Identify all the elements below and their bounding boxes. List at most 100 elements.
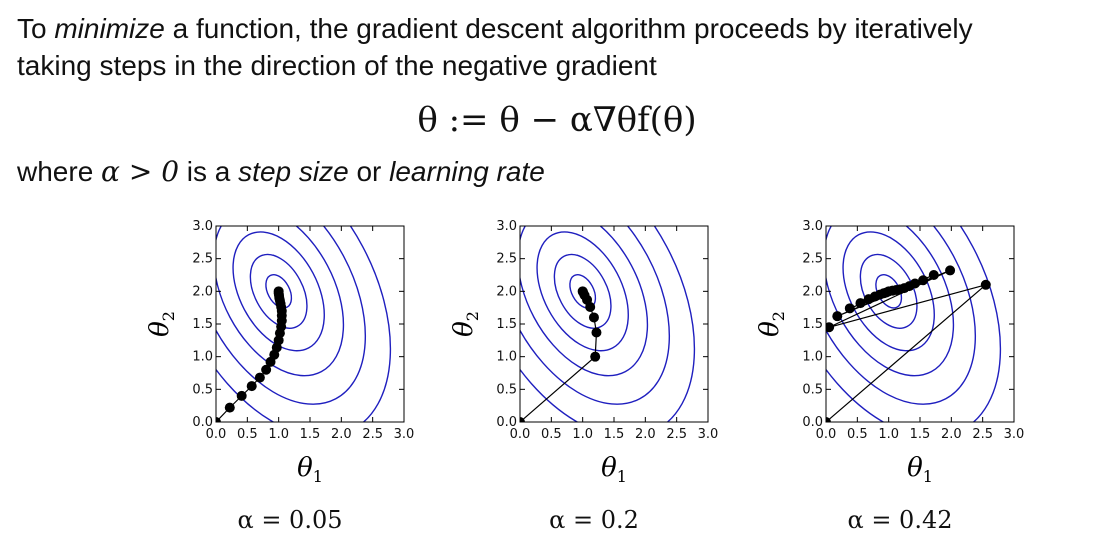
x-axis-label: θ1	[907, 453, 933, 486]
descent-point-5	[261, 364, 272, 375]
contour-plot-1: 0.0 0.5 1.0 1.5 2.0 2.5 3.0 0.0 0.5 1.0 1.5 2.0 2.5 3…	[145, 219, 415, 486]
emphasis-step-size: step size	[238, 156, 349, 187]
x-axis-label: θ1	[297, 453, 323, 486]
y-tick-label: 0.0	[802, 415, 823, 430]
plot-frame	[825, 225, 1015, 423]
descent-point-0	[520, 417, 525, 422]
x-tick-label: 1.0	[268, 427, 289, 442]
y-tick-label: 0.5	[802, 382, 823, 397]
x-tick-label: 0.0	[816, 427, 837, 442]
descent-point-0	[826, 417, 831, 422]
y-tick-label: 1.5	[192, 317, 213, 332]
y-tick-label: 2.0	[192, 284, 213, 299]
descent-point-3	[246, 381, 257, 392]
panel-alpha-0-05: 0.0 0.5 1.0 1.5 2.0 2.5 3.0 0.0 0.5 1.0 1.5 2.0 2.5 3…	[140, 214, 440, 541]
y-tick-label: 0.0	[496, 415, 517, 430]
descent-point-21	[273, 286, 284, 297]
contour-ellipse-1	[265, 274, 293, 309]
descent-point-2	[826, 322, 835, 333]
contour-ellipse-5	[826, 226, 977, 405]
panel-alpha-0-42: 0.0 0.5 1.0 1.5 2.0 2.5 3.0 0.0 0.5 1.0 1.5 2.0 2.5 3…	[750, 214, 1050, 541]
descent-point-4	[254, 372, 265, 383]
plot-frame	[519, 225, 709, 423]
y-tick-label: 0.0	[192, 415, 213, 430]
contour-ellipse-5	[520, 226, 671, 405]
contour-lines	[520, 226, 696, 422]
emphasis-minimize: minimize	[54, 13, 165, 44]
descent-path	[216, 286, 287, 422]
contour-plot-2: 0.0 0.5 1.0 1.5 2.0 2.5 3.0 0.0 0.5 1.0 1.5 2.0 2.5 3…	[449, 219, 719, 486]
descent-point-3	[945, 265, 956, 276]
y-tick-label: 1.5	[496, 317, 517, 332]
descent-point-5	[928, 270, 939, 280]
x-tick-label: 2.0	[941, 427, 962, 442]
contour-ellipse-3	[536, 231, 629, 352]
intro-text-pre: To	[17, 13, 55, 44]
contour-plot-3: 0.0 0.5 1.0 1.5 2.0 2.5 3.0 0.0 0.5 1.0 1.5 2.0 2.5 3…	[755, 219, 1024, 486]
descent-point-2	[236, 390, 247, 401]
contour-ellipse-6	[216, 226, 392, 422]
x-tick-label: 3.0	[394, 427, 415, 442]
y-tick-label: 0.5	[192, 382, 213, 397]
y-tick-label: 1.0	[496, 350, 517, 365]
descent-point-8	[855, 298, 866, 309]
y-tick-label: 2.5	[802, 252, 823, 267]
or-text: or	[348, 156, 390, 187]
contour-ellipse-5	[216, 226, 367, 405]
x-tick-label: 2.0	[635, 427, 656, 442]
where-text: where	[17, 156, 102, 187]
x-tick-label: 0.5	[237, 427, 258, 442]
y-tick-label: 2.5	[192, 252, 213, 267]
contour-ellipse-2	[249, 253, 308, 329]
x-tick-label: 2.5	[972, 427, 993, 442]
y-axis-label: θ2	[755, 311, 788, 337]
contour-ellipse-4	[520, 226, 649, 377]
descent-point-0	[216, 417, 221, 422]
descent-point-8	[577, 286, 588, 297]
intro-line-3: where α > 0 is a step size or learning r…	[17, 156, 545, 188]
x-tick-label: 1.0	[878, 427, 899, 442]
is-a-text: is a	[179, 156, 239, 187]
intro-line-2: taking steps in the direction of the neg…	[17, 50, 657, 81]
y-tick-label: 1.0	[192, 350, 213, 365]
y-tick-label: 2.0	[802, 284, 823, 299]
caption-alpha-2: α = 0.2	[549, 506, 639, 534]
descent-path	[826, 265, 991, 422]
descent-point-4	[832, 311, 843, 322]
descent-point-6	[844, 303, 855, 314]
x-tick-label: 0.0	[510, 427, 531, 442]
x-tick-label: 0.5	[541, 427, 562, 442]
intro-line-1: To minimize a function, the gradient des…	[17, 13, 973, 45]
y-tick-label: 2.5	[496, 252, 517, 267]
update-formula: θ := θ − α∇θf(θ)	[0, 100, 1114, 140]
descent-point-20	[883, 286, 894, 297]
y-tick-label: 1.5	[802, 317, 823, 332]
x-tick-label: 1.5	[910, 427, 931, 442]
x-tick-label: 2.5	[362, 427, 383, 442]
y-tick-label: 3.0	[802, 219, 823, 234]
descent-point-1	[980, 279, 991, 290]
x-tick-label: 2.5	[666, 427, 687, 442]
descent-point-7	[918, 275, 929, 286]
y-tick-label: 3.0	[496, 219, 517, 234]
y-tick-label: 3.0	[192, 219, 213, 234]
x-tick-label: 1.5	[604, 427, 625, 442]
y-tick-label: 1.0	[802, 350, 823, 365]
y-axis-label: θ2	[449, 311, 482, 337]
x-tick-label: 1.0	[572, 427, 593, 442]
descent-point-3	[588, 312, 599, 323]
descent-point-1	[590, 351, 601, 362]
contour-lines	[216, 226, 392, 422]
x-tick-label: 0.0	[206, 427, 227, 442]
emphasis-learning-rate: learning rate	[389, 156, 545, 187]
y-tick-label: 2.0	[496, 284, 517, 299]
alpha-condition: α > 0	[101, 155, 180, 188]
contour-ellipse-3	[232, 231, 325, 352]
caption-alpha-1: α = 0.05	[237, 506, 343, 534]
descent-point-1	[224, 402, 235, 413]
caption-alpha-3: α = 0.42	[847, 506, 953, 534]
x-tick-label: 3.0	[698, 427, 719, 442]
x-tick-label: 1.5	[300, 427, 321, 442]
contour-ellipse-4	[216, 226, 345, 377]
contour-ellipse-2	[553, 253, 612, 329]
